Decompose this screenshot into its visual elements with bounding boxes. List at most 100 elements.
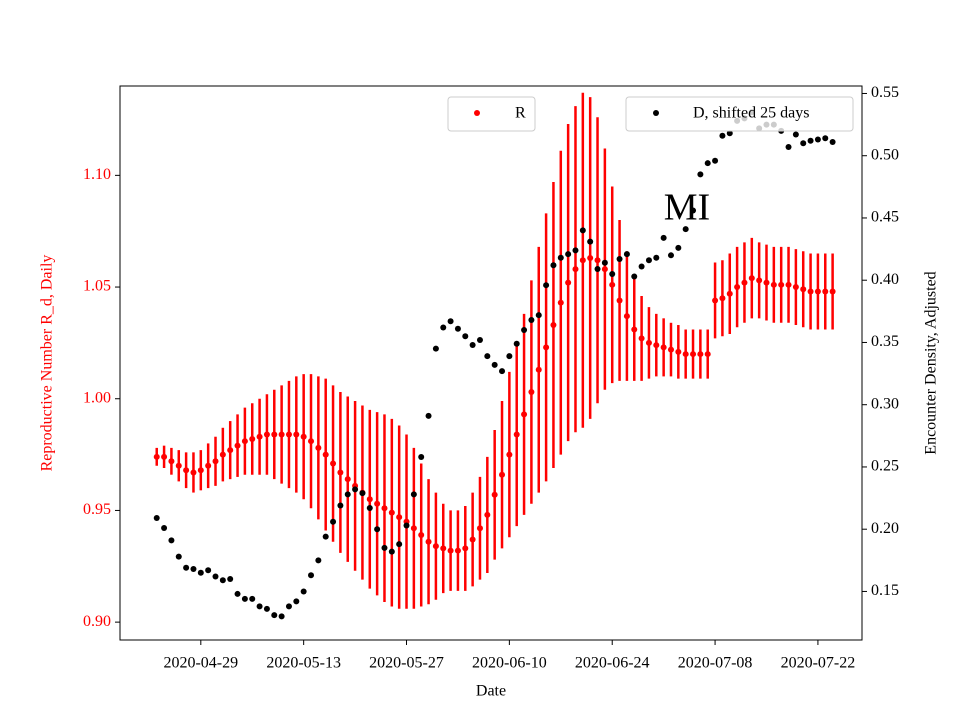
point [800, 140, 807, 147]
point [205, 462, 212, 469]
point [300, 433, 307, 440]
point [704, 160, 711, 167]
point [829, 288, 836, 295]
y2-tick-label: 0.35 [871, 333, 899, 350]
point [352, 486, 359, 493]
point [521, 411, 528, 418]
point [454, 325, 461, 332]
point [675, 348, 682, 355]
point [660, 344, 667, 351]
point [256, 433, 263, 440]
point [667, 252, 674, 259]
point [330, 518, 337, 525]
x-tick-label: 2020-06-24 [575, 655, 650, 672]
legend-marker [474, 110, 480, 116]
point [308, 438, 315, 445]
point [175, 553, 182, 560]
point [712, 297, 719, 304]
point [513, 340, 520, 347]
point [623, 313, 630, 320]
point [682, 226, 689, 233]
point [645, 257, 652, 264]
point [396, 514, 403, 521]
point [601, 266, 608, 273]
point [212, 573, 219, 580]
point [190, 469, 197, 476]
legend-d: D, shifted 25 days [625, 96, 854, 132]
point [454, 547, 461, 554]
point [425, 412, 432, 419]
point [153, 453, 160, 460]
point [792, 284, 799, 291]
point [631, 273, 638, 280]
legend-box [625, 96, 854, 132]
point [381, 505, 388, 512]
x-tick-label: 2020-05-13 [266, 655, 341, 672]
point [293, 598, 300, 605]
y-tick-label: 1.05 [83, 278, 111, 295]
point [462, 545, 469, 552]
point [822, 135, 829, 142]
point [565, 279, 572, 286]
point [440, 545, 447, 552]
point [557, 299, 564, 306]
point [572, 247, 579, 254]
point [205, 567, 212, 574]
y-tick-label: 1.00 [83, 389, 111, 406]
x-tick-label: 2020-07-08 [678, 655, 753, 672]
point [491, 361, 498, 368]
point [675, 244, 682, 251]
point [168, 537, 175, 544]
plot-frame [119, 85, 863, 641]
point [410, 525, 417, 532]
point [227, 447, 234, 454]
legend-label: R [515, 105, 526, 122]
point [814, 136, 821, 143]
y-axis-label: Reproductive Number R_d, Daily [39, 255, 56, 472]
point [271, 431, 278, 438]
legend-box [447, 96, 536, 132]
point [241, 595, 248, 602]
point [594, 257, 601, 264]
x-axis-label: Date [476, 683, 506, 700]
point [308, 572, 315, 579]
point [653, 342, 660, 349]
x-tick-label: 2020-06-10 [472, 655, 547, 672]
point [513, 431, 520, 438]
point [418, 532, 425, 539]
point [278, 431, 285, 438]
point [719, 132, 726, 139]
point [491, 491, 498, 498]
point [778, 281, 785, 288]
point [499, 471, 506, 478]
y2-tick-label: 0.45 [871, 209, 899, 226]
point [528, 389, 535, 396]
point [807, 288, 814, 295]
point [315, 557, 322, 564]
point [719, 295, 726, 302]
point [410, 491, 417, 498]
point [432, 543, 439, 550]
point [256, 603, 263, 610]
point [814, 288, 821, 295]
x-tick-label: 2020-05-27 [369, 655, 444, 672]
point [344, 476, 351, 483]
point [484, 353, 491, 360]
point [763, 279, 770, 286]
point [161, 524, 168, 531]
point [425, 538, 432, 545]
point [506, 353, 513, 360]
point [227, 575, 234, 582]
point [484, 511, 491, 518]
point [712, 157, 719, 164]
y2-tick-label: 0.30 [871, 395, 899, 412]
point [550, 262, 557, 269]
y2-tick-label: 0.15 [871, 582, 899, 599]
point [800, 286, 807, 293]
point [153, 514, 160, 521]
x-tick-label: 2020-04-29 [163, 655, 238, 672]
point [374, 500, 381, 507]
point [550, 322, 557, 329]
point [403, 522, 410, 529]
point [690, 207, 697, 214]
